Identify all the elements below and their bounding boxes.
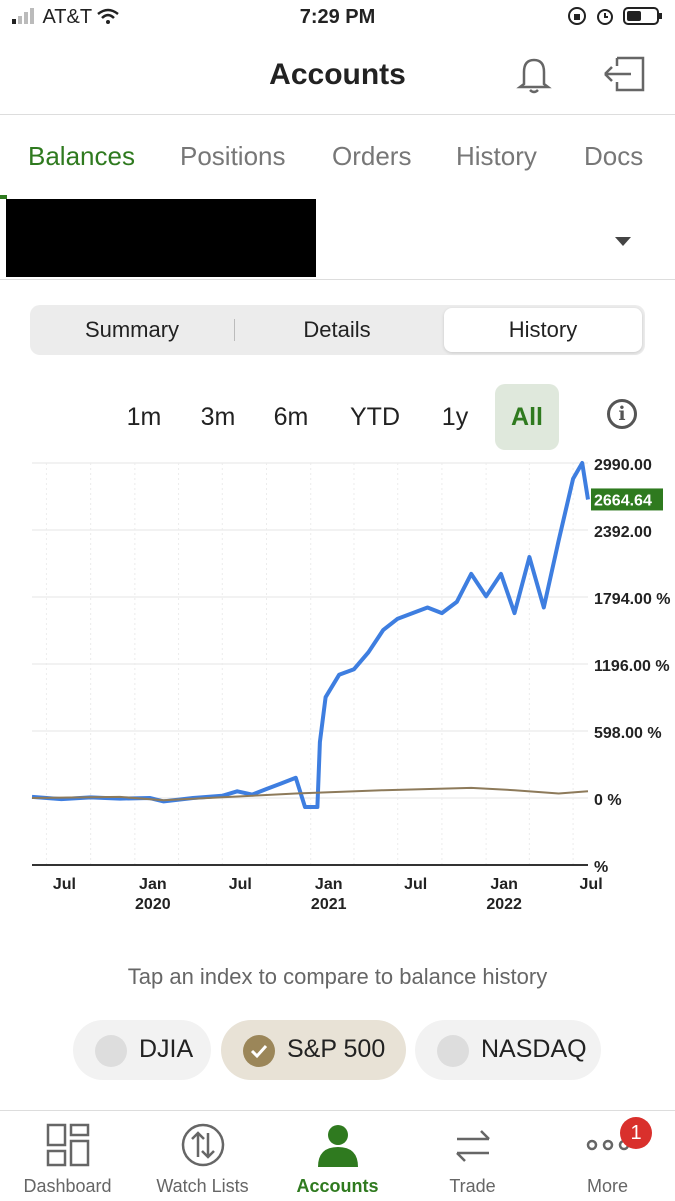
current-value-label: 2664.64 xyxy=(594,492,652,509)
active-tab-indicator xyxy=(0,195,7,199)
segment-history[interactable]: History xyxy=(444,308,642,352)
range-1y[interactable]: 1y xyxy=(441,403,469,431)
nav-label: Watch Lists xyxy=(156,1176,249,1196)
x-tick-year-label: 2022 xyxy=(486,896,522,913)
x-tick-label: Jul xyxy=(580,876,603,893)
range-1m[interactable]: 1m xyxy=(126,403,162,431)
y-tick-label: 0 % xyxy=(594,792,622,809)
nav-label: Trade xyxy=(449,1176,496,1196)
nav-trade[interactable]: Trade xyxy=(405,1111,540,1201)
status-bar: AT&T 7:29 PM xyxy=(0,0,675,36)
page-title: Accounts xyxy=(269,58,406,91)
range-ytd[interactable]: YTD xyxy=(350,403,400,431)
nav-label: More xyxy=(586,1176,628,1196)
range-6m[interactable]: 6m xyxy=(273,403,309,431)
index-label: NASDAQ xyxy=(481,1035,587,1063)
x-tick-label: Jan xyxy=(139,876,167,893)
x-tick-label: Jul xyxy=(229,876,252,893)
notification-badge: 1 xyxy=(620,1117,652,1149)
rotation-lock-icon xyxy=(568,7,586,25)
dashboard-icon xyxy=(46,1123,90,1167)
index-chip-sp500[interactable]: S&P 500 xyxy=(221,1020,406,1080)
clock: 7:29 PM xyxy=(299,6,376,28)
accounts-icon xyxy=(318,1125,358,1167)
y-tick-label: % xyxy=(594,859,608,876)
nav-accounts[interactable]: Accounts xyxy=(270,1111,405,1201)
wifi-icon xyxy=(97,8,120,24)
tab-history[interactable]: History xyxy=(456,141,537,171)
y-tick-label: 1196.00 % xyxy=(594,658,670,675)
view-segmented-control: Summary Details History xyxy=(30,305,645,355)
x-tick-year-label: 2020 xyxy=(135,896,171,913)
bottom-nav: Dashboard Watch Lists Accounts Trade Mor… xyxy=(0,1110,675,1201)
history-card xyxy=(0,280,675,1110)
trade-icon xyxy=(456,1130,490,1162)
signal-icon xyxy=(12,8,34,24)
y-tick-label: 2392.00 xyxy=(594,524,652,541)
checkbox-icon xyxy=(95,1035,127,1067)
account-selector[interactable] xyxy=(0,199,675,280)
y-tick-label: 1794.00 % xyxy=(594,591,671,608)
balance-history-chart[interactable]: 2990.00 2392.00 1794.00 % 1196.00 % 598.00 %… xyxy=(0,455,675,920)
segment-details[interactable]: Details xyxy=(303,317,371,342)
index-label: S&P 500 xyxy=(287,1035,386,1063)
segment-summary[interactable]: Summary xyxy=(84,317,180,342)
battery-icon xyxy=(623,7,662,25)
nav-more[interactable]: More xyxy=(540,1111,675,1201)
index-chip-nasdaq[interactable]: NASDAQ xyxy=(415,1020,601,1080)
y-tick-label: 598.00 % xyxy=(594,725,662,742)
logout-icon[interactable] xyxy=(603,54,647,94)
redacted-account-name xyxy=(6,199,316,277)
x-tick-label: Jul xyxy=(53,876,76,893)
tab-positions[interactable]: Positions xyxy=(180,141,286,171)
balance-series-line xyxy=(31,461,590,809)
x-tick-year-label: 2021 xyxy=(311,896,347,913)
app-header: Accounts xyxy=(0,36,675,115)
dropdown-caret-icon[interactable] xyxy=(615,237,631,246)
sp500-series-line xyxy=(31,786,589,802)
index-label: DJIA xyxy=(139,1035,194,1063)
x-tick-label: Jan xyxy=(490,876,518,893)
status-right xyxy=(567,6,663,26)
range-all[interactable]: All xyxy=(495,384,559,450)
current-value-tag xyxy=(591,488,663,511)
range-3m[interactable]: 3m xyxy=(200,403,236,431)
checkmark-icon xyxy=(243,1035,275,1067)
tab-docs[interactable]: Docs xyxy=(584,141,644,171)
x-tick-label: Jan xyxy=(315,876,343,893)
y-tick-label: 2990.00 xyxy=(594,457,652,474)
bell-icon[interactable] xyxy=(516,54,552,94)
carrier: AT&T xyxy=(12,6,120,29)
segment-divider xyxy=(234,319,235,341)
account-tabs: Balances Positions Orders History Docs xyxy=(0,115,675,201)
compare-prompt: Tap an index to compare to balance histo… xyxy=(127,964,548,989)
index-chip-djia[interactable]: DJIA xyxy=(73,1020,211,1080)
tab-orders[interactable]: Orders xyxy=(332,141,412,171)
carrier-label: AT&T xyxy=(42,6,92,28)
nav-label: Dashboard xyxy=(23,1176,112,1196)
watchlist-icon xyxy=(181,1123,225,1167)
info-icon[interactable]: i xyxy=(607,399,637,429)
checkbox-icon xyxy=(437,1035,469,1067)
nav-watch-lists[interactable]: Watch Lists xyxy=(135,1111,270,1201)
tab-balances[interactable]: Balances xyxy=(28,141,135,171)
x-tick-label: Jul xyxy=(404,876,427,893)
alarm-icon xyxy=(597,9,613,25)
nav-dashboard[interactable]: Dashboard xyxy=(0,1111,135,1201)
nav-label: Accounts xyxy=(296,1176,379,1196)
range-selector: 1m 3m 6m YTD 1y All xyxy=(0,384,675,450)
